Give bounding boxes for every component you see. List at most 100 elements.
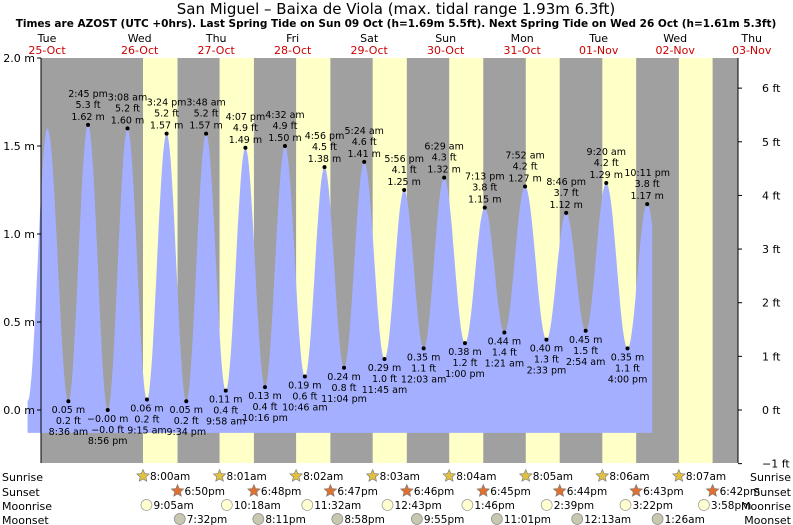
tide-ft-label: 0.2 ft	[134, 414, 159, 425]
day-of-week: Thu	[740, 32, 762, 45]
tide-ft-label: 1.2 ft	[452, 358, 477, 369]
tide-point	[502, 330, 507, 335]
tide-ft-label: 1.1 ft	[411, 363, 436, 374]
tide-time-label: 4:32 am	[265, 110, 304, 121]
sunset-icon	[705, 483, 720, 497]
tide-time-label: 7:52 am	[505, 150, 544, 161]
sunset-time: 6:45pm	[490, 486, 530, 498]
day-date: 31-Oct	[504, 44, 542, 57]
tide-m-label: 1.12 m	[549, 200, 582, 211]
day-of-week: Sun	[435, 32, 456, 45]
tide-point	[583, 328, 588, 333]
sunset-time: 6:46pm	[414, 486, 454, 498]
tide-time-label: 2:33 pm	[527, 366, 567, 377]
tide-ft-label: 4.3 ft	[432, 153, 457, 164]
moonrise-icon	[540, 499, 553, 511]
tide-time-label: 9:34 pm	[166, 427, 206, 438]
day-date: 26-Oct	[121, 44, 159, 57]
tide-time-label: 3:08 am	[108, 92, 147, 103]
sunrise-time: 8:00am	[150, 471, 190, 483]
tide-point	[523, 184, 528, 189]
tide-time-label: 5:56 pm	[384, 154, 424, 165]
day-header: Tue25-OctWed26-OctThu27-OctFri28-OctSat2…	[28, 32, 772, 57]
right-tick-label: 6 ft	[762, 82, 781, 95]
tide-point	[86, 122, 91, 127]
tide-time-label: 7:13 pm	[465, 172, 505, 183]
sunrise-time: 8:01am	[227, 471, 267, 483]
tide-m-label: 1.25 m	[387, 177, 420, 188]
day-of-week: Fri	[286, 32, 299, 45]
day-of-week: Wed	[663, 32, 687, 45]
tide-point	[645, 202, 650, 207]
tide-point	[144, 397, 149, 402]
right-tick-label: 1 ft	[762, 350, 781, 363]
moonset-row-label: Moonset	[2, 514, 49, 525]
tide-time-label: 6:29 am	[424, 142, 463, 153]
moonset-icon	[252, 513, 265, 525]
tide-point	[342, 365, 347, 370]
moonset-icon	[571, 513, 584, 525]
tide-point	[125, 126, 130, 131]
moonrise-time: 9:05am	[153, 500, 193, 512]
day-date: 03-Nov	[732, 44, 772, 57]
tide-time-label: 9:58 am	[206, 417, 245, 428]
tide-point	[322, 165, 327, 170]
tide-time-label: 12:03 am	[401, 374, 446, 385]
tide-point	[204, 131, 209, 136]
tide-time-label: 1:00 pm	[445, 369, 485, 380]
chart-title: San Miguel – Baixa de Viola (max. tidal …	[177, 0, 616, 18]
left-tick-label: 0.0 m	[3, 404, 35, 417]
tide-m-label: 0.13 m	[248, 391, 281, 402]
tide-m-label: 1.29 m	[590, 170, 623, 181]
sunset-icon	[629, 483, 644, 497]
tide-time-label: 2:45 pm	[68, 89, 108, 100]
tide-area	[27, 124, 653, 433]
moonrise-time: 12:43pm	[395, 500, 442, 512]
right-tick-label: 4 ft	[762, 189, 781, 202]
tide-ft-label: 1.0 ft	[372, 374, 397, 385]
moonrise-row-label: Moonrise	[2, 500, 52, 513]
axes: 0.0 m 0.5 m 1.0 m 1.5 m 2.0 m −1 ft 0 ft 1 ft 2 …	[3, 52, 790, 471]
moonrise-time: 3:22pm	[632, 500, 672, 512]
tide-time-label: 8:56 pm	[88, 436, 128, 447]
tide-ft-label: 4.1 ft	[392, 165, 417, 176]
tide-m-label: 1.32 m	[427, 165, 460, 176]
sunset-icon	[476, 483, 491, 497]
tide-time-label: 11:04 pm	[321, 394, 367, 405]
tide-point	[164, 131, 169, 136]
moonrise-time: 10:18am	[234, 500, 281, 512]
tide-ft-label: 0.4 ft	[213, 406, 238, 417]
sunset-time: 6:50pm	[185, 486, 225, 498]
tide-m-label: 0.35 m	[407, 352, 440, 363]
day-of-week: Tue	[588, 32, 608, 45]
sunrise-time: 8:02am	[303, 471, 343, 483]
sunrise-time: 8:07am	[686, 471, 726, 483]
tide-ft-label: 4.6 ft	[352, 137, 377, 148]
tide-time-label: 2:54 am	[566, 357, 605, 368]
sunrise-row-label-right: Sunrise	[750, 471, 791, 484]
left-tick-label: 2.0 m	[3, 52, 35, 65]
tide-point	[282, 144, 287, 148]
tide-point	[402, 188, 407, 192]
tide-ft-label: 3.8 ft	[472, 183, 497, 194]
sunset-icon	[399, 483, 414, 497]
left-tick-label: 1.0 m	[3, 228, 35, 241]
day-of-week: Mon	[511, 32, 534, 45]
moonset-icon	[173, 513, 186, 525]
day-of-week: Thu	[205, 32, 227, 45]
tide-point	[382, 356, 387, 361]
day-date: 25-Oct	[28, 44, 66, 57]
tide-point	[184, 399, 189, 404]
tide-ft-label: 5.2 ft	[115, 103, 140, 114]
moonset-time: 8:11pm	[265, 514, 305, 525]
sunrise-icon	[289, 468, 304, 482]
moonrise-icon	[301, 499, 314, 511]
sunset-row-label: Sunset	[2, 486, 40, 499]
sunrise-icon	[518, 468, 533, 482]
tide-m-label: 0.24 m	[327, 372, 360, 383]
tide-time-label: 4:07 pm	[226, 112, 266, 123]
moonrise-time: 11:32am	[314, 500, 361, 512]
right-tick-label: 5 ft	[762, 136, 781, 149]
moonset-time: 7:32pm	[187, 514, 227, 525]
tide-ft-label: 0.8 ft	[332, 383, 357, 394]
